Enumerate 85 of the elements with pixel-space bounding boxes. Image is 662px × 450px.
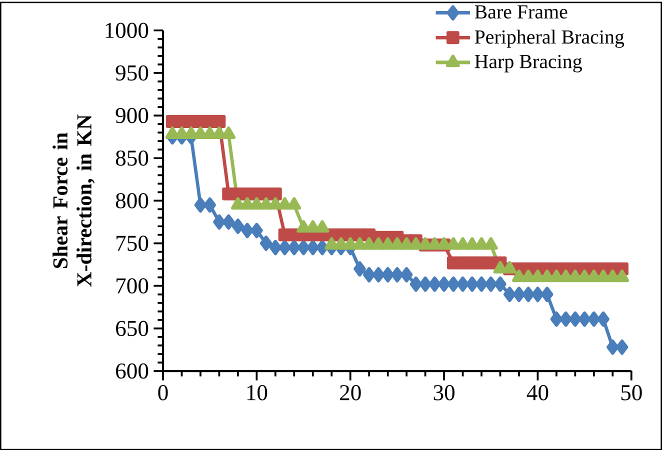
point <box>241 222 254 238</box>
point <box>465 237 480 250</box>
point <box>250 197 264 210</box>
point <box>382 267 394 282</box>
point <box>532 286 544 302</box>
point <box>269 240 282 256</box>
point <box>410 276 422 292</box>
point <box>268 197 282 210</box>
point <box>391 267 404 282</box>
point <box>475 276 488 292</box>
point <box>250 222 263 238</box>
point <box>230 197 245 210</box>
point <box>296 220 310 233</box>
y-tick-label: 900 <box>116 108 148 124</box>
point <box>512 286 526 302</box>
point <box>597 311 610 327</box>
point <box>240 197 254 210</box>
point <box>484 237 498 250</box>
point <box>484 276 498 292</box>
point <box>372 237 386 250</box>
y-tick-label: 950 <box>116 65 148 81</box>
point <box>354 261 366 276</box>
point <box>259 197 274 210</box>
legend-label: Peripheral Bracing <box>474 30 624 48</box>
point <box>232 218 244 234</box>
point <box>494 276 506 292</box>
point <box>343 237 358 250</box>
point <box>268 187 282 200</box>
point <box>560 311 572 327</box>
point <box>334 237 348 250</box>
point <box>540 286 554 302</box>
x-tick-label: 50 <box>621 384 642 400</box>
y-tick-label: 600 <box>116 363 148 379</box>
point <box>438 276 450 292</box>
point <box>306 240 320 256</box>
point <box>212 114 226 128</box>
point <box>380 237 395 250</box>
point <box>400 267 413 282</box>
point <box>213 214 226 230</box>
y-tick-label: 1000 <box>106 22 148 38</box>
point <box>447 276 460 292</box>
point <box>362 267 376 282</box>
point <box>372 267 385 282</box>
point <box>324 237 339 250</box>
y-tick-label: 850 <box>116 150 148 166</box>
y-tick-label: 700 <box>116 278 148 294</box>
point <box>287 197 302 210</box>
point <box>616 339 628 355</box>
point <box>408 237 423 250</box>
x-tick-label: 40 <box>526 384 548 400</box>
point <box>278 240 291 256</box>
point <box>446 237 460 250</box>
x-tick-label: 10 <box>247 384 268 400</box>
point <box>588 311 600 327</box>
y-axis-title: Shear Force in X-direction, in KN <box>52 114 95 287</box>
point <box>288 240 300 256</box>
point <box>194 197 207 213</box>
x-tick-label: 0 <box>158 384 168 400</box>
point <box>306 220 320 233</box>
x-tick-label: 20 <box>340 384 361 400</box>
legend-label: Harp Bracing <box>474 54 582 72</box>
point <box>204 197 216 213</box>
point <box>522 286 535 302</box>
point <box>550 311 563 327</box>
point <box>316 240 328 256</box>
x-tick-label: 30 <box>434 384 454 400</box>
point <box>569 311 582 327</box>
legend-label: Bare Frame <box>474 5 568 18</box>
point <box>466 276 478 292</box>
point <box>456 276 469 292</box>
point <box>578 311 591 327</box>
point <box>606 339 619 355</box>
point <box>297 240 310 256</box>
y-tick-label: 750 <box>116 236 148 251</box>
point <box>260 236 272 251</box>
point <box>419 276 432 292</box>
y-tick-label: 800 <box>116 192 148 208</box>
point <box>278 197 292 210</box>
point <box>400 237 414 250</box>
point <box>222 214 235 230</box>
point <box>503 286 516 302</box>
point <box>315 220 330 233</box>
y-tick-label: 650 <box>116 320 148 336</box>
point <box>428 276 441 292</box>
point <box>362 237 376 250</box>
